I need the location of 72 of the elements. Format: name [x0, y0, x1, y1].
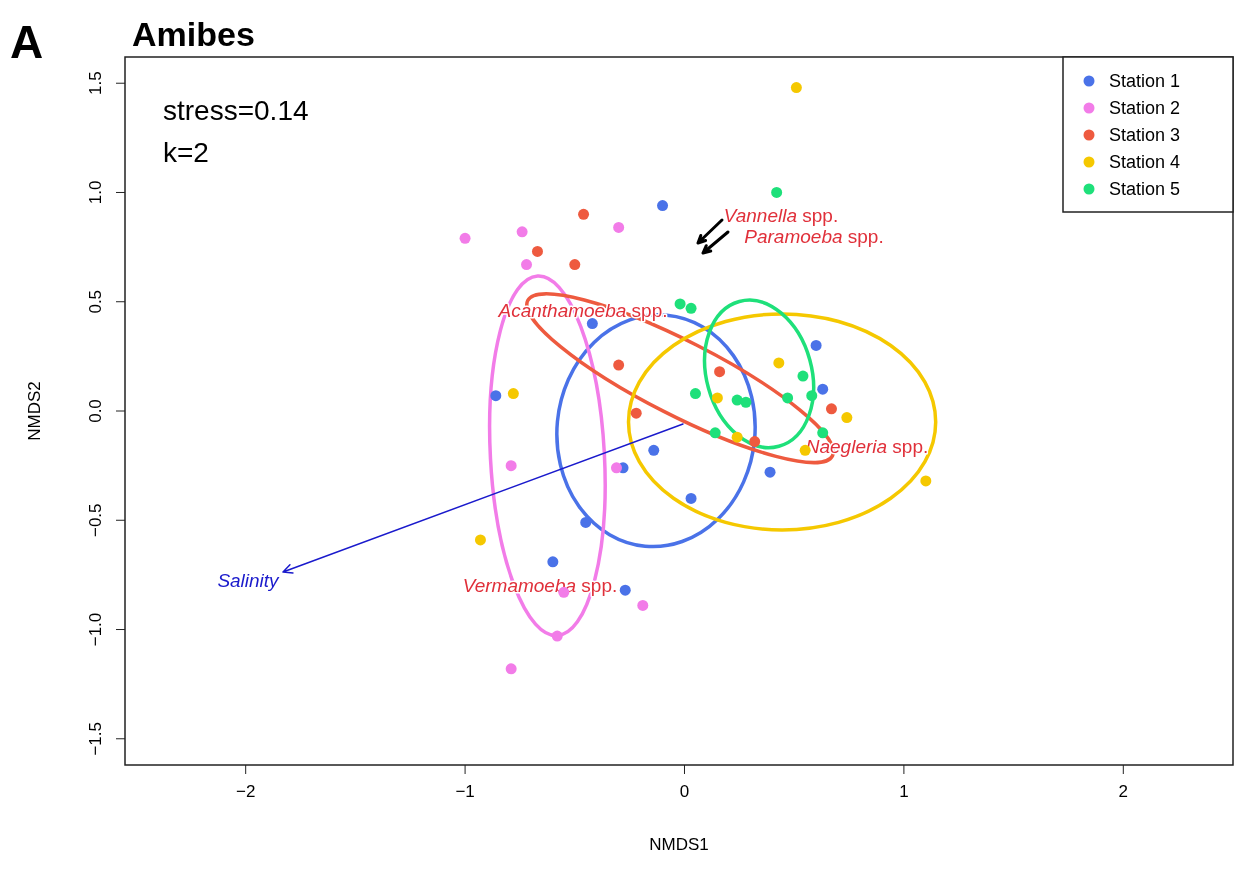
point [674, 298, 686, 310]
y-tick-label: 0.5 [86, 289, 105, 314]
point [749, 436, 761, 448]
point [709, 427, 721, 439]
point [773, 357, 785, 369]
legend-label: Station 4 [1109, 152, 1181, 172]
point [841, 412, 853, 424]
point [610, 462, 622, 474]
point [613, 359, 625, 371]
point [507, 388, 519, 400]
point [521, 259, 533, 271]
y-tick-label: −1.0 [86, 612, 105, 647]
legend-label: Station 1 [1109, 71, 1181, 91]
point [817, 383, 829, 395]
point [569, 259, 581, 271]
point [490, 390, 502, 402]
point [551, 630, 563, 642]
point [806, 390, 818, 402]
chart-title: Amibes [132, 15, 255, 53]
point [714, 366, 726, 378]
point [790, 82, 802, 94]
point [531, 245, 543, 257]
point [637, 599, 649, 611]
point [516, 226, 528, 238]
point [619, 584, 631, 596]
point [505, 460, 517, 472]
y-tick-label: 0.0 [86, 399, 105, 423]
x-tick-label: 0 [679, 782, 690, 801]
point [685, 492, 697, 504]
annotation: stress=0.14 [163, 95, 309, 126]
x-tick-label: 2 [1118, 782, 1129, 801]
point [630, 407, 642, 419]
x-tick-label: 1 [899, 782, 909, 801]
point [578, 208, 590, 220]
x-tick-label: −2 [235, 782, 256, 801]
point [474, 534, 486, 546]
point [711, 392, 723, 404]
y-tick-label: −1.5 [86, 722, 105, 756]
point [731, 431, 743, 443]
point [547, 556, 559, 568]
point [782, 392, 794, 404]
point [797, 370, 809, 382]
point [613, 221, 625, 233]
y-tick-label: 1.5 [86, 71, 105, 96]
y-tick-label: −0.5 [86, 503, 105, 538]
x-axis-title: NMDS1 [649, 835, 709, 854]
annotation: Paramoeba spp. [744, 225, 884, 247]
point [648, 444, 660, 456]
annotation: Vannella spp. [723, 204, 839, 226]
point [740, 396, 752, 408]
point [810, 339, 822, 351]
text: A [10, 16, 44, 68]
legend-label: Station 2 [1109, 98, 1181, 118]
point [505, 663, 517, 675]
point [657, 200, 669, 212]
point [459, 232, 471, 244]
point [689, 388, 701, 400]
legend-label: Station 3 [1109, 125, 1181, 145]
point [685, 302, 697, 314]
annotation: Salinity [217, 569, 281, 591]
legend-label: Station 5 [1109, 179, 1181, 199]
point [920, 475, 932, 487]
y-tick-label: 1.0 [86, 180, 105, 205]
y-axis-title: NMDS2 [25, 381, 44, 441]
point [586, 318, 598, 330]
point [825, 403, 837, 415]
x-tick-label: −1 [455, 782, 475, 801]
annotation: k=2 [163, 137, 209, 168]
point [580, 516, 592, 528]
point [771, 186, 783, 198]
point [764, 466, 776, 478]
point [817, 427, 829, 439]
